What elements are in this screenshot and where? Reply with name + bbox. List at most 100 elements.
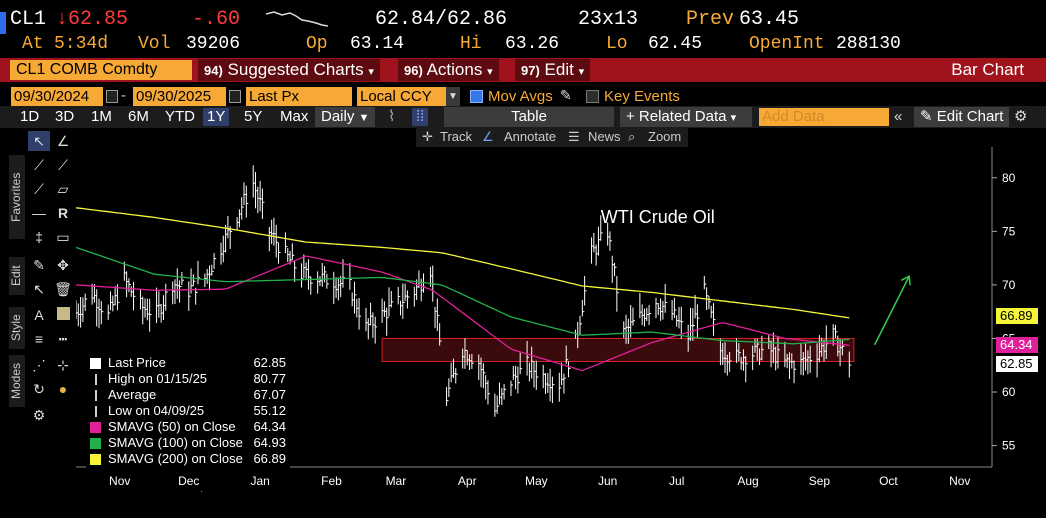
move-icon[interactable]: ✥ (57, 257, 69, 273)
calendar-icon[interactable] (106, 90, 118, 103)
legend-name: Last Price (108, 355, 166, 370)
start-date-field[interactable]: 09/30/2024 (11, 87, 103, 106)
ray-icon[interactable]: ⟋ (58, 157, 68, 173)
color-mode-icon[interactable]: ● (58, 381, 68, 397)
period-1m[interactable]: 1M (91, 108, 112, 125)
text-style-icon[interactable]: A (34, 307, 44, 323)
period-1y[interactable]: 1Y (203, 108, 230, 126)
table-button[interactable]: Table (444, 107, 614, 127)
security-field[interactable]: CL1 COMB Comdty (10, 60, 192, 80)
chart-line-icon[interactable]: ⌇ (388, 108, 396, 125)
related-data-button[interactable]: + Related Data ▾ (620, 107, 752, 127)
period-5y[interactable]: 5Y (244, 108, 263, 125)
edit-menu[interactable]: 97) Edit ▾ (515, 59, 591, 81)
period-3d[interactable]: 3D (55, 108, 75, 125)
x-tick-label: Dec (178, 474, 199, 488)
edit-tab[interactable]: Edit (9, 257, 25, 295)
price-field-select[interactable]: Last Px (246, 87, 352, 106)
open-value: 63.14 (350, 34, 405, 54)
period-6m[interactable]: 6M (128, 108, 149, 125)
currency-select[interactable]: Local CCY (357, 87, 446, 106)
channel-icon[interactable]: ▱ (57, 181, 69, 197)
x-tick-label: Nov (109, 474, 130, 488)
legend-row: High on 01/15/25 80.77 (86, 371, 290, 387)
crosshair-icon[interactable]: ✛ (422, 129, 433, 144)
period-max[interactable]: Max (280, 108, 309, 125)
y-tick-label: 75 (1002, 224, 1016, 238)
zoom-button[interactable]: Zoom (648, 129, 682, 144)
select-icon[interactable]: ↖ (33, 281, 45, 297)
chevron-down-icon[interactable]: ▼ (446, 87, 460, 106)
annotate-button[interactable]: Annotate (504, 129, 557, 144)
brush-icon[interactable]: ✎ (33, 257, 45, 273)
x-tick-label: Nov (949, 474, 970, 488)
gear-icon[interactable]: ⚙ (1014, 108, 1028, 125)
x-tick-label: Jul (669, 474, 684, 488)
frequency-select[interactable]: Daily ▼ (315, 107, 376, 127)
line-style-icon[interactable]: ┅ (58, 331, 68, 347)
legend-value: 64.34 (253, 419, 286, 434)
x-tick-label: Mar (386, 474, 407, 488)
key-events-checkbox[interactable] (586, 90, 599, 103)
style-tab[interactable]: Style (9, 307, 25, 349)
track-button[interactable]: Track (440, 129, 473, 144)
settings-icon[interactable]: ⚙ (32, 407, 46, 423)
modes-tab[interactable]: Modes (9, 355, 25, 407)
edit-chart-label: Edit Chart (936, 108, 1004, 125)
news-icon[interactable]: ☰ (568, 129, 580, 144)
trendline-icon[interactable]: ⟋ (34, 157, 44, 173)
retracement-icon[interactable]: R (57, 205, 69, 221)
legend-row: Last Price 62.85 (86, 355, 290, 371)
rectangle-icon[interactable]: ▭ (56, 229, 70, 245)
mov-avgs-checkbox[interactable] (470, 90, 483, 103)
legend-row: SMAVG (50) on Close 64.34 (86, 419, 290, 435)
horizontal-line-icon[interactable]: — (32, 205, 46, 221)
segment-icon[interactable]: ⟋ (34, 181, 44, 197)
edit-chart-button[interactable]: ✎ Edit Chart (914, 107, 1010, 127)
zoom-icon[interactable]: ⌕ (628, 129, 636, 144)
annotate-icon[interactable]: ∠ (482, 129, 494, 144)
suggested-charts-menu[interactable]: 94) Suggested Charts ▾ (198, 59, 380, 81)
cursor-icon[interactable]: ↖ (28, 131, 50, 151)
price-chart[interactable]: 556065707580NovDecJanFebMarAprMayJunJulA… (76, 147, 1046, 492)
fib-icon[interactable]: ‡ (35, 229, 43, 245)
actions-label: Actions (426, 60, 483, 79)
pencil-icon: ✎ (920, 108, 937, 125)
vol-label: Vol (138, 34, 171, 54)
x-tick-label: Sep (809, 474, 831, 488)
refresh-mode-icon[interactable]: ↻ (33, 381, 45, 397)
moving-average-line (76, 207, 850, 319)
calendar-icon[interactable] (229, 90, 241, 103)
related-data-label: + Related Data (626, 108, 727, 125)
news-button[interactable]: News (588, 129, 621, 144)
line-weight-icon[interactable]: ≡ (34, 331, 44, 347)
legend-swatch (95, 406, 97, 417)
legend-name: High on 01/15/25 (108, 371, 208, 386)
end-date-field[interactable]: 09/30/2025 (133, 87, 226, 106)
bar-chart-icon[interactable]: ⁞⁞ (412, 108, 429, 126)
suggested-num: 94) (204, 63, 223, 78)
ticker[interactable]: CL1 (10, 8, 47, 31)
period-1d[interactable]: 1D (20, 108, 40, 125)
pointer-plus-icon[interactable]: ⊹ (57, 357, 69, 373)
favorites-tab[interactable]: Favorites (9, 155, 25, 239)
x-tick-label: Jan (250, 474, 269, 488)
line-tool-icon[interactable]: ∠ (56, 133, 70, 149)
x-tick-label: May (525, 474, 548, 488)
period-toolbar: 1D 3D 1M 6M YTD 1Y 5Y Max Daily ▼ ⌇ ⁞⁞ T… (0, 106, 1046, 128)
period-ytd[interactable]: YTD (165, 108, 195, 125)
pencil-icon[interactable]: ✎ (560, 87, 572, 103)
caret-down-icon: ▾ (578, 66, 585, 78)
legend-swatch (90, 438, 101, 449)
double-chevron-left-icon[interactable]: « (894, 108, 903, 125)
fill-color-icon[interactable] (52, 305, 74, 325)
dashed-line-icon[interactable]: ⋰ (32, 357, 46, 373)
frequency-label: Daily (321, 108, 355, 125)
caret-down-icon: ▾ (487, 66, 493, 78)
open-label: Op (306, 34, 328, 54)
legend-value: 64.93 (253, 435, 286, 450)
actions-menu[interactable]: 96) Actions ▾ (398, 59, 499, 81)
add-data-input[interactable]: Add Data (759, 108, 889, 126)
trash-icon[interactable]: 🗑 (54, 281, 72, 297)
legend-value: 80.77 (253, 371, 286, 386)
